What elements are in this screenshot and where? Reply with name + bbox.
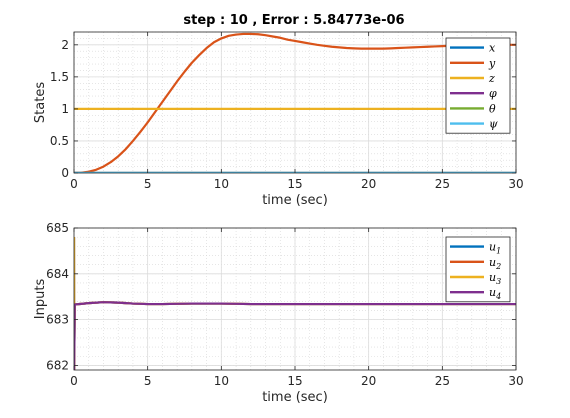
legend-label: ψ (489, 118, 498, 131)
inputs-plot: 0 5 10 15 20 25 30 682 683 684 685 time (sec) Inpu… (33, 221, 524, 405)
x-tick-label: 0 (70, 177, 78, 191)
x-tick-label: 25 (435, 374, 450, 388)
ticks: 0 5 10 15 20 25 30 0 0.5 1 1.5 2 (50, 32, 524, 191)
legend-label: u3 (489, 271, 501, 286)
legend-label: u4 (489, 286, 501, 301)
y-tick-label: 0 (61, 166, 69, 180)
x-axis-label: time (sec) (262, 193, 328, 208)
series-line-y (74, 32, 516, 173)
x-tick-label: 5 (144, 374, 152, 388)
legend-label: u2 (489, 256, 501, 271)
y-tick-label: 685 (46, 221, 69, 235)
y-axis-label: States (33, 82, 48, 123)
legend-box (445, 37, 511, 134)
series-layer (74, 32, 516, 173)
x-tick-label: 5 (144, 177, 152, 191)
x-tick-label: 15 (287, 374, 302, 388)
ticks: 0 5 10 15 20 25 30 682 683 684 685 (46, 221, 524, 388)
legend-label: z (488, 72, 495, 85)
x-tick-label: 30 (508, 177, 523, 191)
legend-label: u1 (489, 241, 501, 256)
x-tick-label: 20 (361, 374, 376, 388)
grid (73, 227, 517, 370)
y-tick-label: 0.5 (50, 134, 69, 148)
x-tick-label: 20 (361, 177, 376, 191)
legend-label: x (489, 42, 496, 55)
x-tick-label: 30 (508, 374, 523, 388)
series-line-u4 (74, 301, 516, 370)
states-plot: step : 10 , Error : 5.84773e-06 0 5 10 15 20… (33, 13, 524, 208)
legend-label: y (488, 57, 496, 70)
legend-label: θ (489, 102, 496, 115)
y-tick-label: 683 (46, 313, 69, 327)
series-layer (74, 237, 516, 370)
y-tick-label: 1.5 (50, 70, 69, 84)
legend-label: φ (489, 87, 497, 100)
y-tick-label: 684 (46, 267, 69, 281)
y-axis-label: Inputs (33, 279, 48, 320)
x-tick-label: 0 (70, 374, 78, 388)
x-tick-label: 15 (287, 177, 302, 191)
x-tick-label: 10 (214, 177, 229, 191)
chart-title: step : 10 , Error : 5.84773e-06 (183, 13, 404, 28)
x-axis-label: time (sec) (262, 390, 328, 405)
y-tick-label: 2 (61, 38, 69, 52)
y-tick-label: 682 (46, 358, 69, 372)
x-tick-label: 25 (435, 177, 450, 191)
x-tick-label: 10 (214, 374, 229, 388)
y-tick-label: 1 (61, 102, 69, 116)
